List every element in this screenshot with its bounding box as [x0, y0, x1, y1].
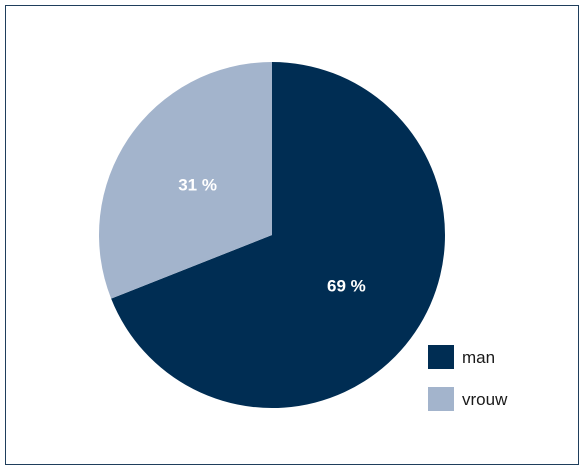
chart-frame: 69 % 31 % man vrouw: [5, 5, 579, 465]
pie-data-labels: 69 % 31 %: [178, 175, 366, 295]
data-label-vrouw: 31 %: [178, 175, 217, 194]
legend-label-man: man: [462, 348, 495, 367]
legend-label-vrouw: vrouw: [462, 390, 508, 409]
legend-swatch-vrouw: [428, 387, 454, 411]
pie-slice-vrouw: [99, 62, 272, 299]
legend: man vrouw: [428, 345, 508, 411]
pie-chart: 69 % 31 % man vrouw: [99, 62, 508, 411]
pie-slice-man: [111, 62, 445, 408]
pie-slices: [99, 62, 445, 408]
data-label-man: 69 %: [327, 277, 366, 296]
legend-swatch-man: [428, 345, 454, 369]
